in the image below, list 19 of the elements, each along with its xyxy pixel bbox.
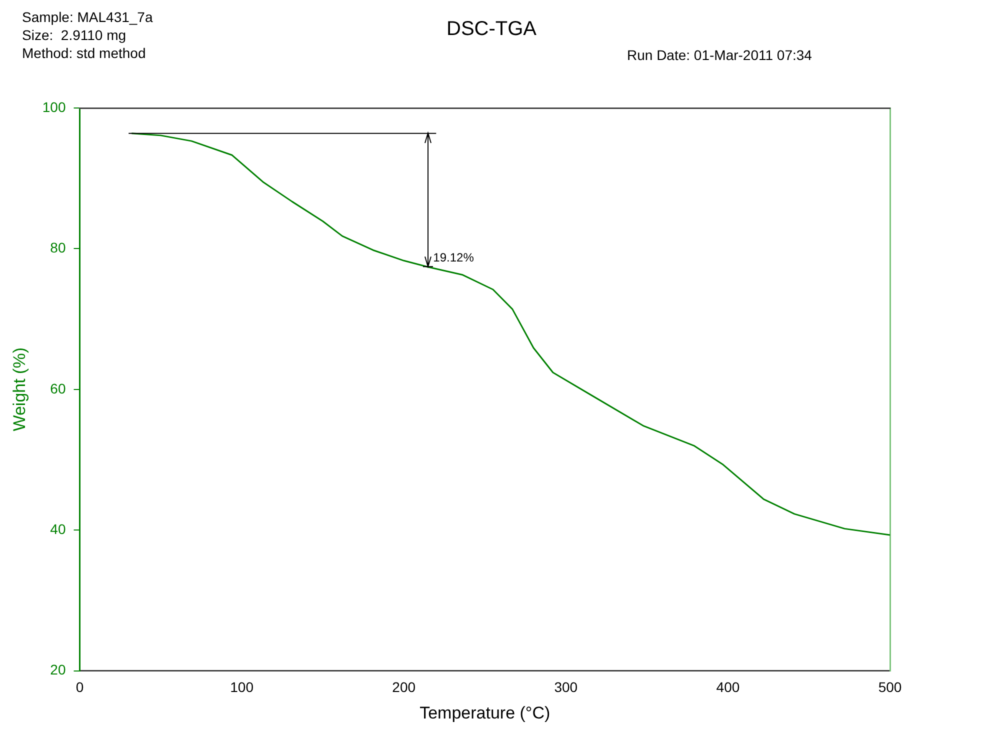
- y-tick-label: 40: [50, 520, 66, 537]
- x-tick-label: 100: [230, 679, 254, 696]
- x-tick-label: 0: [76, 679, 84, 696]
- y-tick-label: 20: [50, 662, 66, 678]
- x-tick-label: 200: [392, 679, 416, 696]
- text: Size: 2.9110 mg: [22, 26, 128, 44]
- y-tick-label: 100: [42, 98, 66, 115]
- x-axis-title: Temperature (°C): [420, 703, 550, 722]
- x-tick-label: 300: [554, 679, 578, 696]
- text: Method: std method: [22, 44, 147, 62]
- x-tick-label: 500: [878, 679, 902, 696]
- y-axis-title: Weight (%): [10, 348, 29, 432]
- x-tick-label: 400: [716, 679, 740, 696]
- text: Sample: MAL431_7a: [22, 8, 153, 26]
- y-tick-label: 80: [50, 240, 66, 256]
- annotation: 19.12%: [433, 250, 474, 264]
- chart-title: DSC-TGA: [446, 18, 536, 40]
- text: Run Date: 01-Mar-2011 07:34: [627, 46, 812, 64]
- y-tick-label: 60: [50, 380, 66, 396]
